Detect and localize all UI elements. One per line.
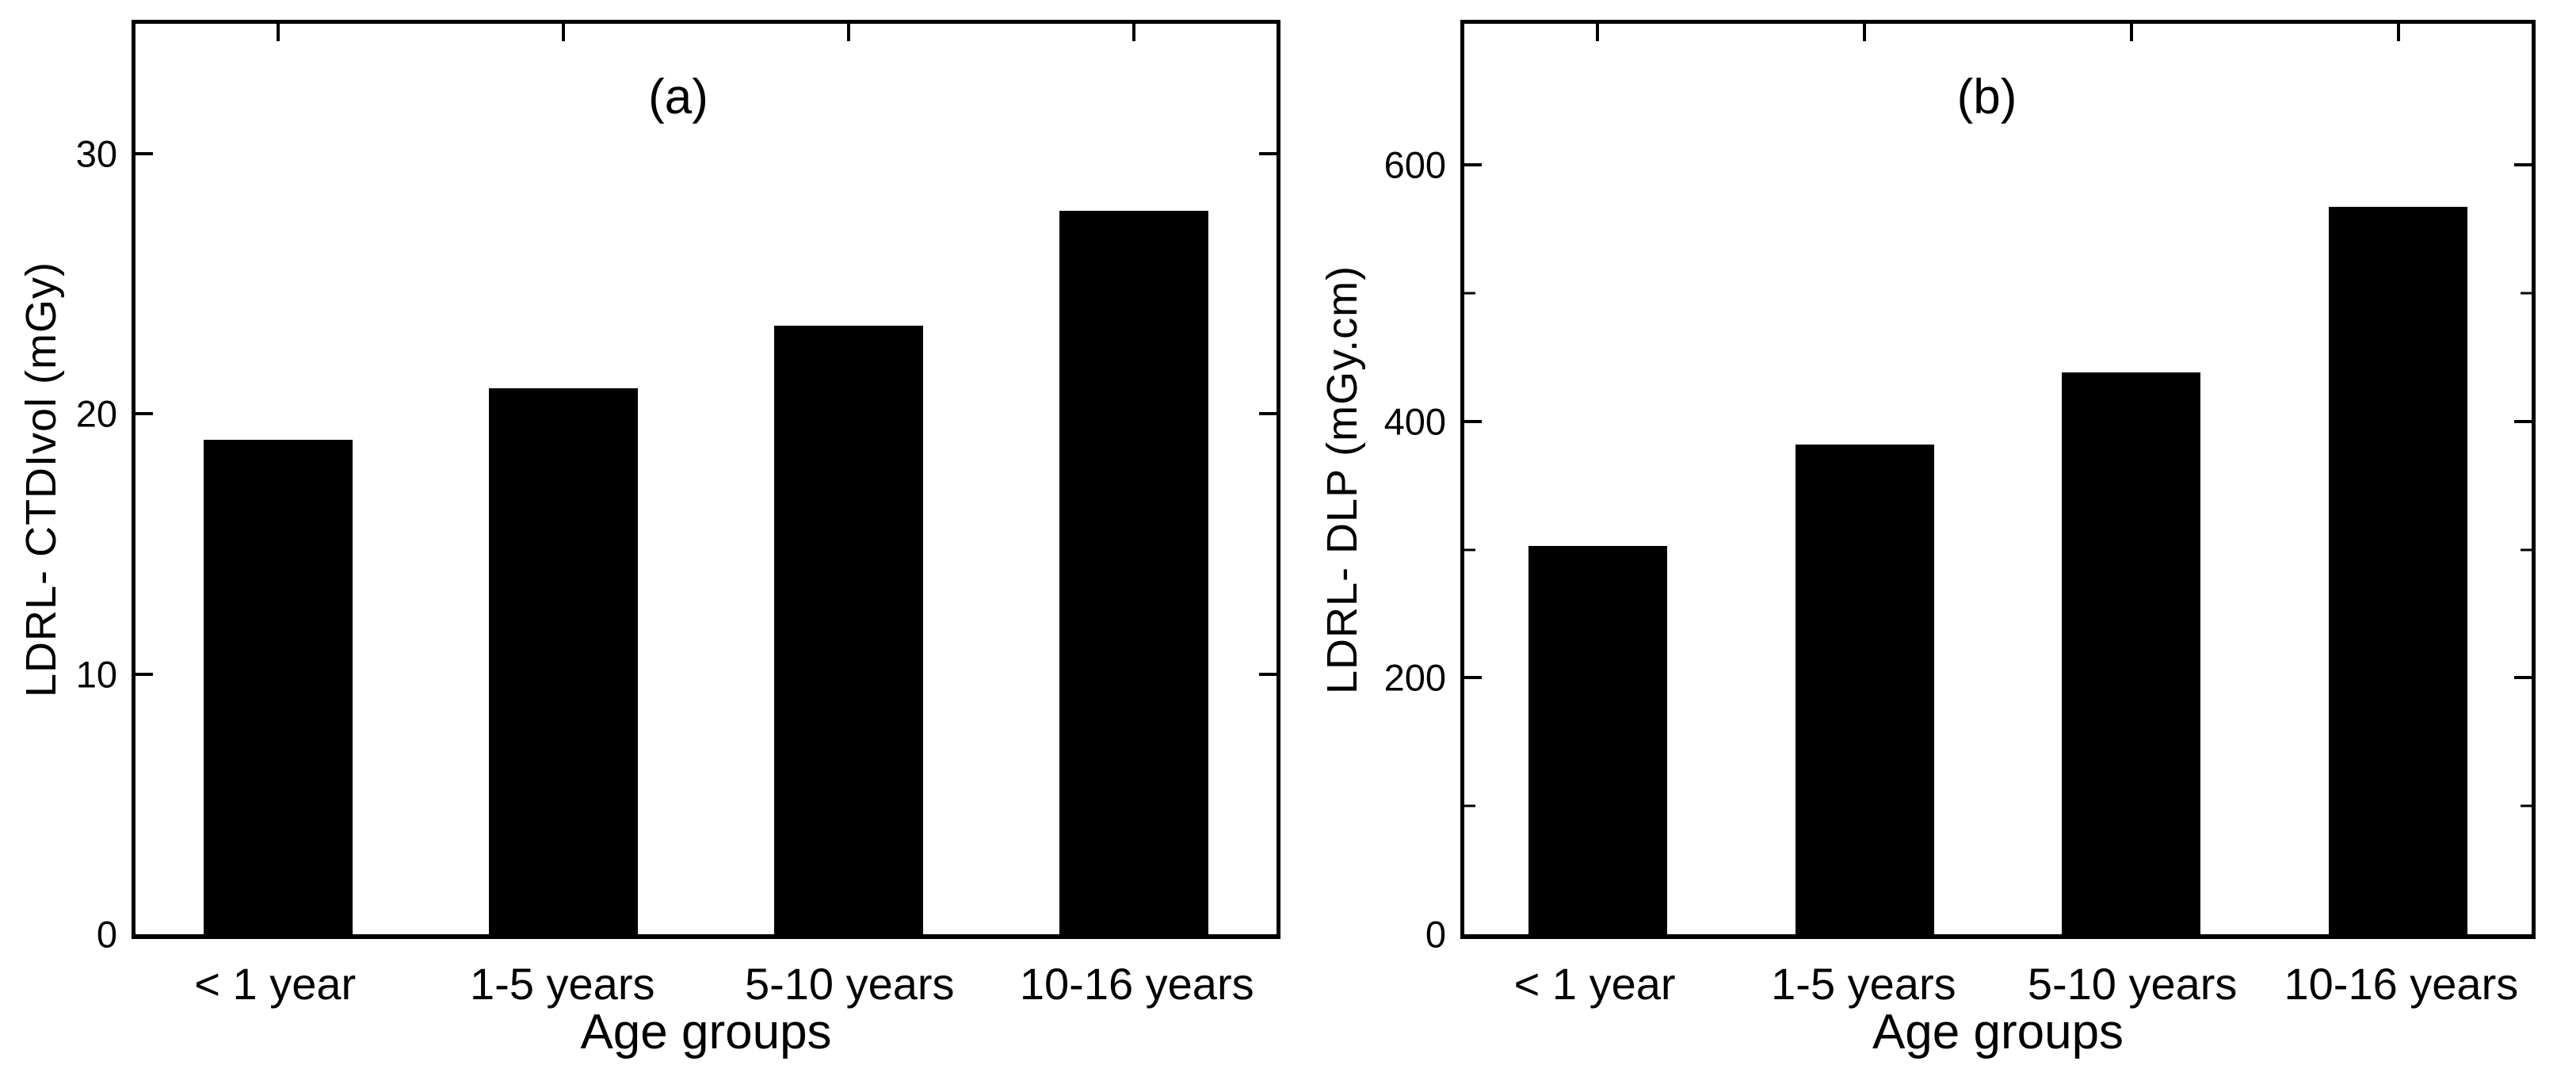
y-minor-tick-right: [2521, 804, 2532, 807]
y-major-tick-left: [1464, 163, 1482, 166]
y-minor-tick-left: [1464, 804, 1475, 807]
x-tick-label: < 1 year: [194, 959, 357, 1009]
bar-slot: [991, 24, 1277, 934]
y-tick-label: 400: [1383, 400, 1446, 443]
bar-5-10-years: [774, 325, 923, 934]
plot-area-a: (a) 0 10 20 30: [76, 20, 1280, 953]
y-major-tick-left: [1464, 419, 1482, 423]
y-tick-label: 0: [1425, 913, 1446, 956]
x-top-tick: [2129, 24, 2133, 41]
y-tick-label: 200: [1383, 656, 1446, 699]
y-major-tick-right: [2514, 676, 2532, 680]
y-major-tick-right: [2514, 419, 2532, 423]
x-top-tick: [277, 24, 280, 41]
bar-slot: [706, 24, 991, 934]
y-major-tick-right: [1259, 672, 1277, 676]
x-tick-label: 5-10 years: [744, 959, 955, 1009]
bar-slot: [2265, 24, 2532, 934]
y-tick-label: 10: [75, 653, 117, 696]
x-top-tick: [562, 24, 565, 41]
y-major-tick-left: [1464, 676, 1482, 680]
x-top-tick: [2396, 24, 2400, 41]
bar-5-10-years: [2062, 372, 2201, 934]
x-axis-label-b: Age groups: [1872, 1005, 2124, 1059]
bar-10-16-years: [1059, 211, 1208, 934]
panel-title-b: (b): [1956, 70, 2017, 124]
bar-slot: [1464, 24, 1731, 934]
bar-1-5-years: [489, 387, 638, 934]
y-tick-label: 30: [75, 132, 117, 175]
y-tick-label: 20: [75, 392, 117, 435]
y-minor-tick-left: [1464, 548, 1475, 551]
x-top-tick: [1863, 24, 1867, 41]
x-top-tick: [1132, 24, 1135, 41]
plot-area-b: (b) 0 200 400 600: [1384, 20, 2536, 953]
y-major-tick-right: [1259, 152, 1277, 156]
x-tick-label: 10-16 years: [1019, 959, 1254, 1009]
y-major-tick-left: [135, 672, 153, 676]
bar-slot: [1731, 24, 1998, 934]
panel-title-a: (a): [648, 70, 708, 124]
y-tick-label: 0: [96, 913, 117, 956]
bar-10-16-years: [2329, 207, 2468, 934]
x-axis-tick-labels-a: < 1 year 1-5 years 5-10 years 10-16 years: [132, 956, 1280, 1013]
x-top-tick: [1596, 24, 1600, 41]
x-tick-label: 1-5 years: [1771, 959, 1956, 1009]
x-tick-label: 5-10 years: [2027, 959, 2238, 1009]
y-minor-tick-left: [1464, 292, 1475, 295]
bar-slot: [421, 24, 706, 934]
y-major-tick-right: [1259, 412, 1277, 416]
x-tick-label: 10-16 years: [2284, 959, 2519, 1009]
bar-1-year: [204, 440, 353, 934]
y-major-tick-left: [135, 412, 153, 416]
x-axis-label-a: Age groups: [580, 1005, 832, 1059]
bar-slot: [135, 24, 421, 934]
y-major-tick-left: [135, 152, 153, 156]
y-axis-label-ctdivol: LDRL- CTDIvol (mGy): [17, 261, 65, 698]
y-axis-label-dlp: LDRL- DLP (mGy.cm): [1319, 265, 1366, 694]
bar-1-5-years: [1795, 444, 1934, 934]
x-tick-label: 1-5 years: [470, 959, 655, 1009]
x-top-tick: [847, 24, 850, 41]
y-minor-tick-right: [2521, 548, 2532, 551]
y-tick-label: 600: [1383, 143, 1446, 186]
y-minor-tick-right: [2521, 292, 2532, 295]
bar-slot: [1998, 24, 2265, 934]
bar-1-year: [1528, 545, 1667, 934]
x-tick-label: < 1 year: [1513, 959, 1676, 1009]
x-axis-tick-labels-b: < 1 year 1-5 years 5-10 years 10-16 years: [1460, 956, 2536, 1013]
y-major-tick-right: [2514, 163, 2532, 166]
